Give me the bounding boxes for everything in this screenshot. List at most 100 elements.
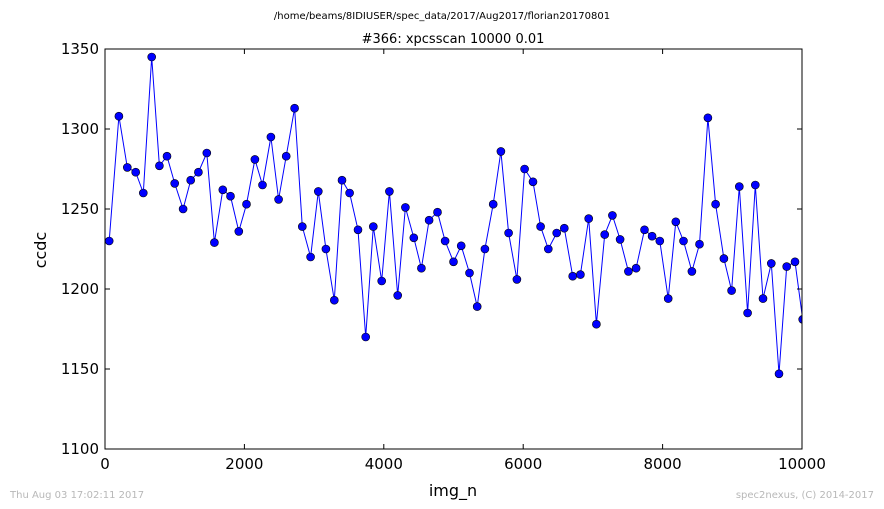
data-point: [472, 302, 482, 311]
data-point: [250, 155, 260, 164]
file-path-header: /home/beams/8IDIUSER/spec_data/2017/Aug2…: [274, 11, 610, 22]
data-point: [377, 276, 387, 286]
footer-credit: spec2nexus, (C) 2014-2017: [736, 490, 874, 501]
data-point: [210, 238, 219, 247]
data-point: [750, 180, 760, 190]
data-point: [488, 199, 498, 209]
data-point: [409, 233, 419, 243]
data-point: [337, 175, 347, 185]
series-layer: [105, 52, 802, 379]
data-point: [274, 195, 283, 204]
data-point: [663, 294, 673, 303]
y-tick-label: 1300: [61, 120, 99, 138]
data-point: [774, 369, 784, 379]
data-point: [440, 236, 450, 246]
data-point: [258, 180, 267, 190]
data-point: [306, 252, 315, 262]
data-point: [624, 267, 633, 276]
data-point: [631, 263, 641, 273]
data-point: [600, 230, 610, 239]
data-point: [281, 151, 291, 161]
footer-timestamp: Thu Aug 03 17:02:11 2017: [9, 490, 144, 501]
data-point: [608, 211, 617, 220]
data-point: [345, 188, 354, 198]
data-point: [543, 244, 553, 254]
data-point: [480, 244, 490, 254]
y-tick-label: 1150: [61, 360, 99, 378]
data-point: [385, 187, 394, 196]
data-point: [798, 315, 802, 324]
data-point: [576, 270, 585, 279]
data-point: [218, 185, 228, 195]
data-point: [743, 308, 752, 318]
data-point: [202, 148, 212, 158]
data-point: [647, 231, 657, 241]
data-point: [114, 111, 124, 121]
data-point: [353, 225, 363, 235]
y-tick-label: 1250: [61, 200, 99, 218]
data-point: [313, 187, 323, 196]
data-point: [640, 225, 649, 235]
data-point: [559, 223, 569, 233]
data-point: [790, 257, 800, 267]
data-point: [186, 175, 195, 185]
data-point: [297, 222, 307, 231]
y-tick-label: 1200: [61, 280, 99, 298]
data-point: [766, 259, 776, 268]
data-point: [131, 167, 140, 177]
data-point: [504, 228, 513, 238]
data-point: [242, 199, 251, 209]
data-point: [178, 204, 188, 214]
y-tick-label: 1100: [61, 440, 99, 458]
data-point: [424, 215, 434, 225]
data-point: [536, 222, 545, 231]
data-point: [655, 236, 665, 246]
data-point: [393, 291, 403, 300]
data-point: [679, 236, 688, 246]
data-point: [329, 295, 339, 305]
data-point: [433, 207, 442, 217]
series-line: [108, 56, 802, 374]
x-tick-label: 2000: [225, 455, 263, 473]
data-point: [703, 113, 713, 123]
data-point: [671, 217, 681, 227]
data-point: [687, 267, 697, 276]
data-point: [584, 214, 594, 223]
x-tick-label: 4000: [365, 455, 403, 473]
y-axis-label: ccdc: [31, 232, 50, 269]
data-point: [139, 188, 148, 198]
chart-title: #366: xpcsscan 10000 0.01: [362, 32, 545, 47]
data-point: [290, 103, 299, 113]
data-point: [321, 244, 331, 254]
data-point: [234, 227, 244, 236]
y-axis: 1100 1150 1200 1250 1300 1350: [61, 40, 802, 458]
data-point: [695, 239, 704, 249]
data-point: [123, 163, 132, 172]
data-point: [727, 286, 736, 295]
data-point: [782, 262, 792, 271]
x-tick-label: 6000: [504, 455, 542, 473]
data-point: [528, 177, 538, 187]
data-point: [711, 199, 720, 209]
data-point: [496, 147, 506, 156]
x-axis: 0 2000 4000 6000 8000 10000: [100, 49, 826, 473]
data-point: [592, 319, 601, 329]
data-point: [147, 52, 156, 62]
data-point: [758, 294, 768, 303]
x-tick-label: 8000: [644, 455, 682, 473]
data-point: [361, 332, 371, 342]
data-point: [226, 191, 235, 201]
x-tick-label: 10000: [778, 455, 826, 473]
plot-frame: [104, 48, 803, 450]
data-point: [520, 164, 529, 174]
x-axis-label: img_n: [429, 481, 477, 501]
data-point: [465, 268, 474, 278]
data-point: [170, 179, 179, 188]
data-point: [266, 132, 276, 142]
data-point: [449, 257, 458, 267]
x-tick-label: 0: [100, 455, 110, 473]
data-point: [512, 275, 522, 284]
data-point: [456, 241, 466, 251]
data-point: [368, 222, 378, 231]
